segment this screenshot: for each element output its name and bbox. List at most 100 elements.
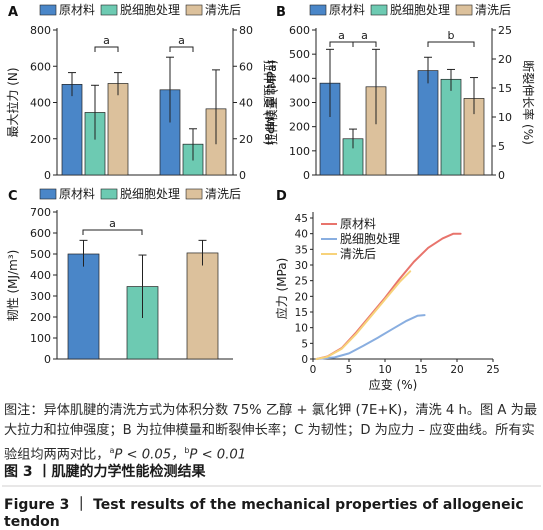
caption-title-en: Figure 3 ｜ Test results of the mechanica… bbox=[4, 497, 524, 530]
legend-swatch-b-1 bbox=[309, 4, 327, 16]
legend-swatch-a-2 bbox=[100, 4, 118, 16]
y-axis-label-left-c: 韧性 (MJ/m³) bbox=[6, 250, 20, 322]
y-tick-label-left-c: 400 bbox=[30, 269, 51, 282]
significance-bracket-a-2 bbox=[169, 46, 194, 52]
y-tick-label-left-c: 100 bbox=[30, 332, 51, 345]
y-tick-label-d: 25 bbox=[295, 276, 308, 288]
bar-b-group2-1 bbox=[417, 70, 439, 176]
legend-label-d-1: 原材料 bbox=[340, 217, 376, 231]
panel-tag-b: B bbox=[276, 5, 286, 20]
caption-title-zh: 图 3 丨肌腱的力学性能检测结果 bbox=[4, 464, 206, 480]
x-tick-label-d: 0 bbox=[310, 364, 317, 376]
significance-bracket-a-1 bbox=[94, 46, 119, 52]
legend-swatch-c-2 bbox=[100, 188, 118, 200]
y-tick-label-d: 20 bbox=[295, 291, 308, 303]
y-tick-label-d: 30 bbox=[295, 260, 308, 272]
legend-label-c-2: 脱细胞处理 bbox=[120, 186, 180, 201]
panel-tag-d: D bbox=[276, 189, 287, 204]
y-tick-label-left-c: 700 bbox=[30, 206, 51, 219]
y-tick-label-left-a: 200 bbox=[30, 133, 51, 146]
x-tick-label-d: 10 bbox=[378, 364, 391, 376]
y-axis-label-d: 应力 (MPa) bbox=[274, 258, 289, 320]
y-tick-label-right-a: 40 bbox=[239, 97, 253, 110]
x-tick-label-d: 5 bbox=[346, 364, 353, 376]
bar-c-group1-3 bbox=[186, 252, 219, 360]
y-tick-label-d: 15 bbox=[295, 307, 308, 319]
significance-label-b-1: a bbox=[338, 29, 345, 42]
y-axis-label-left-b: 拉伸模量 (MPa) bbox=[264, 60, 279, 146]
legend-label-c-1: 原材料 bbox=[59, 187, 95, 201]
legend-swatch-c-1 bbox=[39, 188, 57, 200]
x-axis-label-d: 应变 (%) bbox=[369, 377, 418, 392]
series-line-d-3 bbox=[315, 270, 412, 360]
caption-sig-a: a bbox=[109, 446, 115, 455]
significance-bracket-b-2 bbox=[352, 41, 377, 47]
legend-label-d-3: 清洗后 bbox=[340, 247, 376, 261]
caption-p-a: P < 0.05， bbox=[114, 447, 185, 463]
bar-a-group1-3 bbox=[107, 83, 129, 176]
y-tick-label-right-a: 0 bbox=[239, 169, 246, 182]
legend-label-b-2: 脱细胞处理 bbox=[390, 2, 450, 17]
y-tick-label-left-b: 500 bbox=[289, 48, 310, 61]
bar-c-group1-1 bbox=[67, 253, 100, 360]
y-tick-label-right-a: 80 bbox=[239, 24, 253, 37]
panel-tag-c: C bbox=[8, 189, 18, 204]
y-axis-label-right-b: 断裂伸长率 (%) bbox=[521, 60, 536, 145]
y-tick-label-right-a: 60 bbox=[239, 60, 253, 73]
legend-label-c-3: 清洗后 bbox=[205, 187, 241, 201]
significance-bracket-b-1 bbox=[329, 41, 354, 47]
bar-b-group2-2 bbox=[440, 78, 462, 176]
y-tick-label-left-c: 300 bbox=[30, 290, 51, 303]
legend-swatch-a-1 bbox=[39, 4, 57, 16]
y-tick-label-d: 0 bbox=[301, 354, 308, 366]
legend-label-a-3: 清洗后 bbox=[205, 3, 241, 17]
y-tick-label-left-b: 300 bbox=[289, 97, 310, 110]
y-tick-label-left-c: 0 bbox=[44, 353, 51, 366]
y-tick-label-left-a: 600 bbox=[30, 60, 51, 73]
bar-a-group1-1 bbox=[61, 84, 83, 176]
caption-body-text: 图注：异体肌腱的清洗方式为体积分数 75% 乙醇 + 氯化钾 (7E+K)，清洗… bbox=[4, 403, 538, 463]
y-tick-label-left-c: 500 bbox=[30, 248, 51, 261]
y-tick-label-left-b: 200 bbox=[289, 121, 310, 134]
legend-swatch-a-3 bbox=[185, 4, 203, 16]
y-tick-label-left-b: 600 bbox=[289, 24, 310, 37]
legend-label-b-1: 原材料 bbox=[329, 3, 365, 17]
y-tick-label-right-b: 5 bbox=[498, 140, 505, 153]
y-tick-label-left-a: 800 bbox=[30, 24, 51, 37]
y-tick-label-left-b: 100 bbox=[289, 145, 310, 158]
y-tick-label-right-b: 10 bbox=[498, 111, 512, 124]
y-tick-label-left-c: 200 bbox=[30, 311, 51, 324]
y-tick-label-d: 35 bbox=[295, 244, 308, 256]
y-tick-label-right-b: 20 bbox=[498, 53, 512, 66]
significance-label-a-1: a bbox=[103, 34, 110, 47]
significance-bracket-b-3 bbox=[427, 41, 475, 47]
x-tick-label-d: 25 bbox=[486, 364, 499, 376]
caption-sig-b: b bbox=[184, 446, 190, 455]
y-tick-label-right-b: 25 bbox=[498, 24, 512, 37]
y-tick-label-left-c: 600 bbox=[30, 227, 51, 240]
legend-label-d-2: 脱细胞处理 bbox=[340, 231, 400, 246]
y-tick-label-d: 40 bbox=[295, 229, 308, 241]
y-tick-label-d: 10 bbox=[295, 323, 308, 335]
significance-label-a-2: a bbox=[178, 34, 185, 47]
legend-swatch-c-3 bbox=[185, 188, 203, 200]
y-axis-label-left-a: 最大拉力 (N) bbox=[5, 67, 20, 137]
x-tick-label-d: 20 bbox=[450, 364, 463, 376]
significance-label-b-2: a bbox=[361, 29, 368, 42]
panel-tag-a: A bbox=[8, 5, 18, 20]
significance-label-b-3: b bbox=[448, 29, 455, 42]
y-tick-label-d: 45 bbox=[295, 213, 308, 225]
caption-body: 图注：异体肌腱的清洗方式为体积分数 75% 乙醇 + 氯化钾 (7E+K)，清洗… bbox=[4, 401, 540, 465]
series-line-d-2 bbox=[315, 314, 426, 360]
y-tick-label-d: 5 bbox=[301, 338, 308, 350]
legend-swatch-b-3 bbox=[455, 4, 473, 16]
legend-label-a-2: 脱细胞处理 bbox=[120, 2, 180, 17]
x-tick-label-d: 15 bbox=[414, 364, 427, 376]
y-tick-label-left-b: 400 bbox=[289, 72, 310, 85]
legend-swatch-b-2 bbox=[370, 4, 388, 16]
legend-label-b-3: 清洗后 bbox=[475, 3, 511, 17]
y-tick-label-left-a: 400 bbox=[30, 97, 51, 110]
caption-p-b: P < 0.01 bbox=[189, 447, 247, 463]
significance-bracket-c-1 bbox=[82, 229, 143, 235]
